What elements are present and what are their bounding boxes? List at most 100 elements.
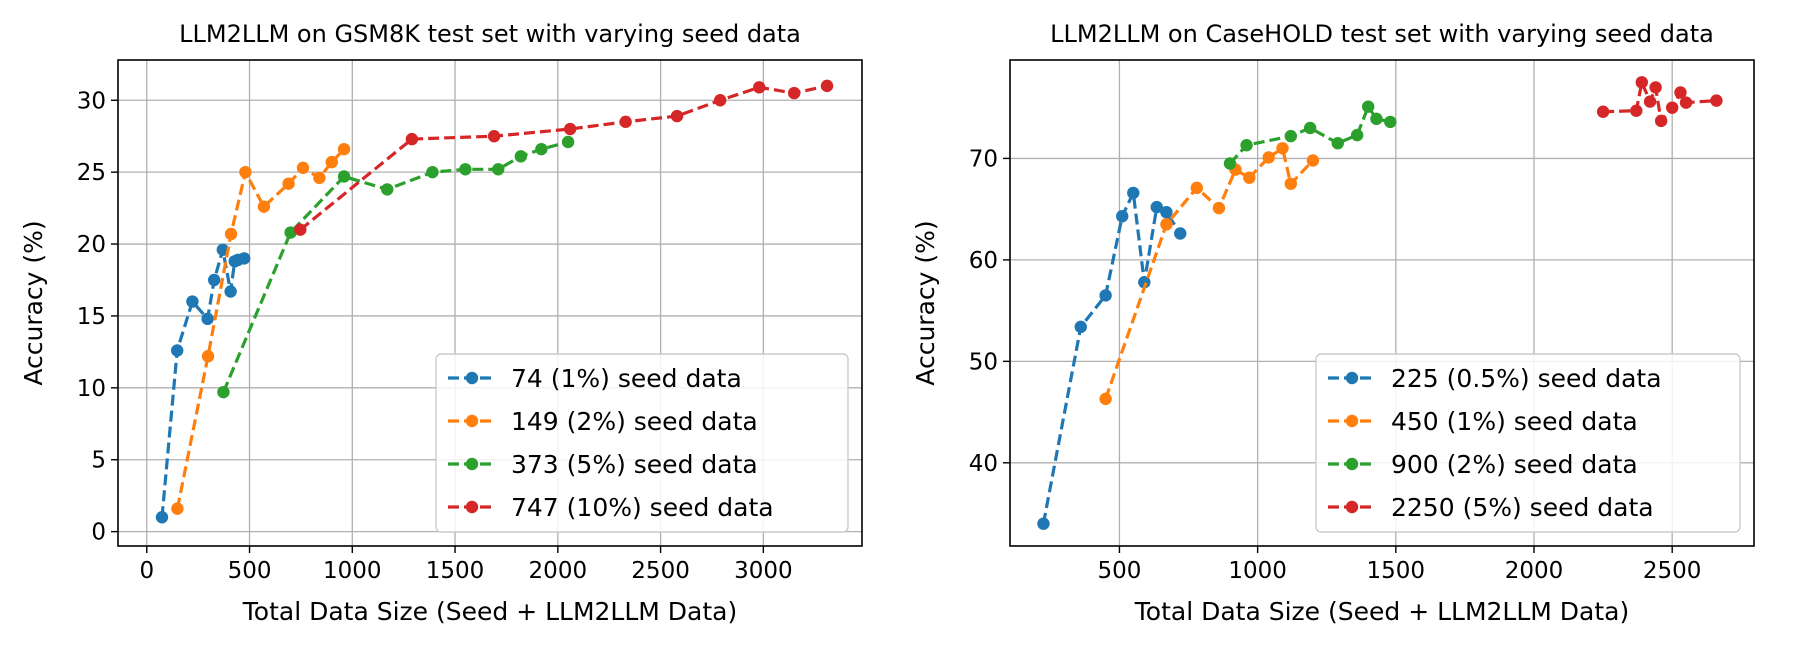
data-point [1635, 76, 1648, 89]
data-point [459, 163, 472, 176]
x-axis-label: Total Data Size (Seed + LLM2LLM Data) [1134, 597, 1629, 626]
data-point [713, 94, 727, 107]
x-tick-label: 3000 [734, 558, 793, 584]
data-point [337, 170, 351, 183]
y-tick-label: 30 [77, 88, 106, 114]
y-tick-label: 10 [77, 376, 106, 402]
legend-label: 74 (1%) seed data [511, 364, 742, 393]
data-point [1284, 129, 1297, 143]
data-point [1212, 201, 1226, 215]
series-line-4 [1603, 80, 1717, 123]
series-line-2 [175, 147, 346, 509]
data-point [1649, 81, 1662, 94]
legend-label: 225 (0.5%) seed data [1391, 364, 1662, 393]
data-point [325, 155, 338, 169]
data-point [1284, 177, 1297, 190]
data-point [171, 502, 184, 515]
y-tick-label: 40 [969, 451, 998, 477]
data-point [492, 163, 505, 176]
data-point [224, 227, 238, 241]
y-axis-label: Accuracy (%) [19, 220, 48, 385]
y-tick-label: 0 [91, 520, 106, 546]
data-point [1384, 115, 1397, 129]
data-point [1160, 205, 1173, 219]
data-point [1099, 289, 1112, 302]
legend-swatch-marker [465, 371, 479, 385]
data-point [1116, 210, 1129, 223]
chart-title: LLM2LLM on GSM8K test set with varying s… [179, 20, 801, 48]
data-point [514, 150, 528, 163]
data-point [313, 171, 326, 185]
data-point [257, 200, 271, 213]
x-tick-label: 2000 [529, 558, 588, 584]
y-tick-label: 5 [91, 448, 106, 474]
data-point [1190, 181, 1204, 195]
data-point [426, 165, 439, 179]
data-point [1679, 96, 1693, 109]
data-point [237, 252, 251, 265]
data-point [155, 511, 169, 524]
series-line-4 [299, 84, 828, 231]
x-tick-label: 2500 [1643, 558, 1702, 584]
y-tick-label: 60 [969, 248, 998, 274]
x-tick-label: 1000 [323, 558, 382, 584]
data-point [296, 161, 310, 175]
series-line-2 [1104, 146, 1315, 400]
data-point [1665, 101, 1679, 114]
chart-panel-1: 0 500 1000 1500 2000 2500 3000 0 5 10 15 20 25 30 LLM2… [19, 20, 863, 626]
data-point [282, 177, 295, 190]
data-point [1099, 392, 1112, 406]
data-point [1150, 200, 1163, 214]
data-point [201, 350, 215, 363]
data-point [1223, 157, 1237, 170]
data-point [1361, 100, 1375, 113]
legend-swatch-marker [1345, 414, 1359, 428]
y-tick-label: 50 [969, 349, 998, 375]
legend: 225 (0.5%) seed data 450 (1%) seed data 90… [1315, 353, 1741, 533]
data-point [1350, 128, 1364, 142]
x-tick-label: 500 [228, 558, 272, 584]
x-tick-label: 1000 [1228, 558, 1287, 584]
data-point [1306, 154, 1320, 167]
x-tick-label: 1500 [426, 558, 485, 584]
data-point [561, 135, 575, 149]
x-tick-label: 1500 [1367, 558, 1426, 584]
legend-swatch-marker [1345, 500, 1359, 514]
legend-label: 747 (10%) seed data [511, 493, 774, 522]
y-tick-label: 15 [77, 304, 106, 330]
legend-swatch-marker [1345, 457, 1359, 471]
data-point [1710, 94, 1723, 107]
data-point [1370, 112, 1383, 126]
legend-swatch-marker [1345, 371, 1359, 385]
legend-label: 2250 (5%) seed data [1391, 493, 1654, 522]
legend: 74 (1%) seed data 149 (2%) seed data 373 (… [435, 353, 849, 533]
data-point [1674, 86, 1687, 99]
data-point [820, 79, 834, 93]
chart-title: LLM2LLM on CaseHOLD test set with varyin… [1050, 20, 1714, 48]
legend-swatch-marker [465, 414, 479, 428]
y-tick-label: 70 [969, 146, 998, 172]
legend-label: 373 (5%) seed data [511, 450, 758, 479]
legend-label: 149 (2%) seed data [511, 407, 758, 436]
data-point [563, 122, 577, 136]
data-point [1138, 276, 1151, 289]
x-tick-label: 2000 [1505, 558, 1564, 584]
axes-frame [117, 59, 863, 547]
data-point [535, 142, 548, 156]
data-point [405, 132, 419, 146]
legend-label: 900 (2%) seed data [1391, 450, 1638, 479]
x-tick-label: 500 [1097, 558, 1141, 584]
data-point [1160, 218, 1173, 231]
axes-frame [1009, 59, 1755, 547]
data-point [787, 86, 801, 100]
y-tick-label: 25 [77, 160, 106, 186]
data-point [186, 295, 199, 308]
series-line-3 [221, 140, 569, 393]
data-point [1630, 104, 1643, 117]
data-point [224, 285, 237, 298]
x-tick-label: 2500 [631, 558, 690, 584]
data-point [1303, 121, 1317, 135]
data-point [1074, 320, 1087, 334]
